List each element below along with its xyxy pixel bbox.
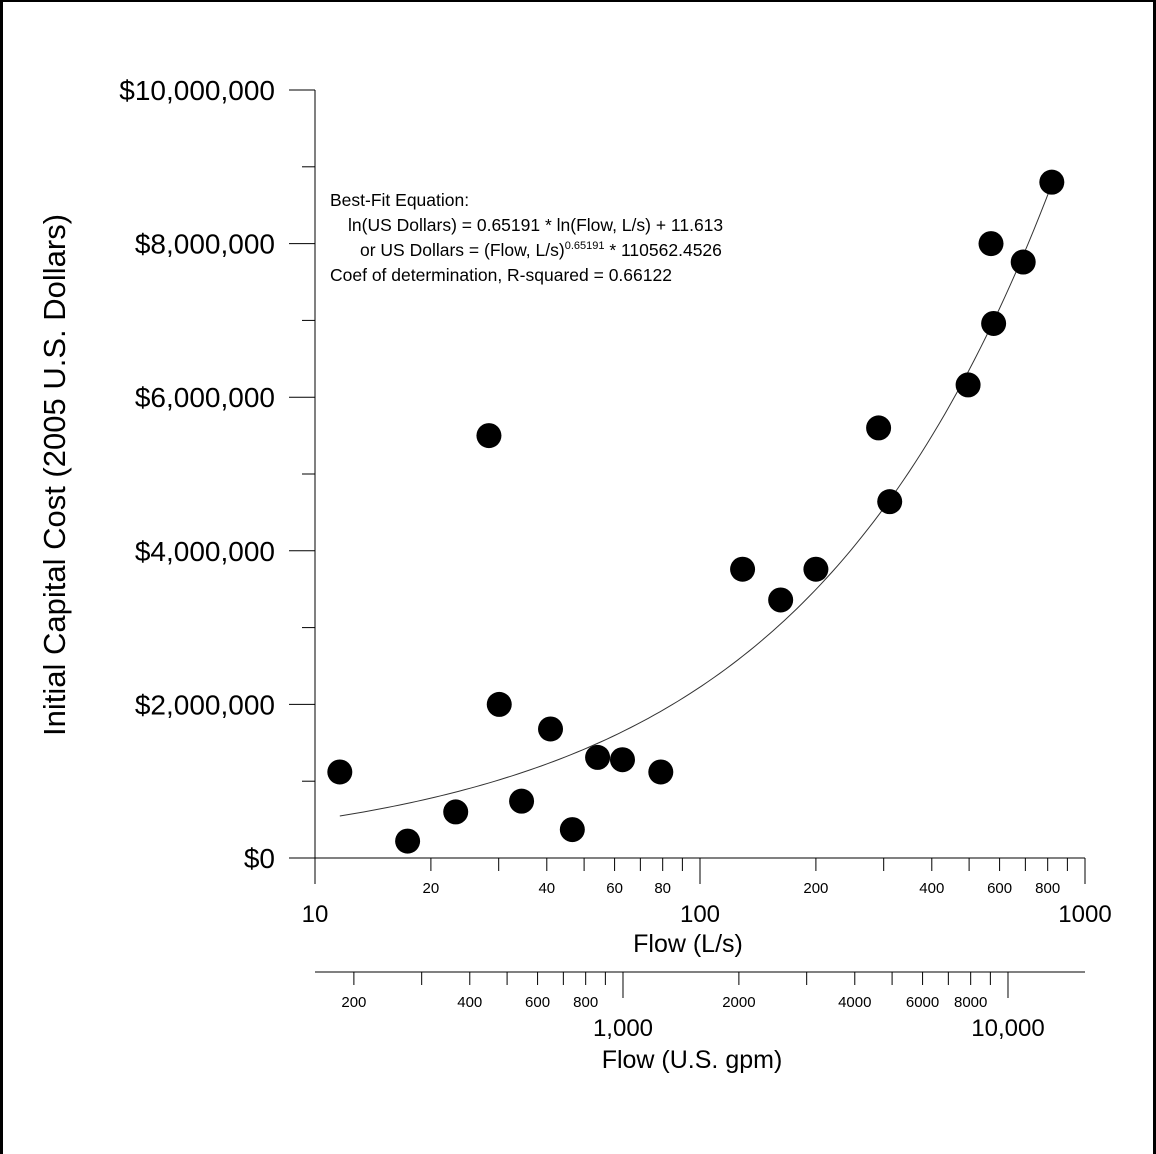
data-point	[327, 759, 353, 785]
data-point	[486, 691, 512, 717]
data-point	[1010, 249, 1036, 275]
data-point	[955, 372, 981, 398]
data-point	[443, 799, 469, 825]
y-tick-label: $4,000,000	[135, 536, 275, 567]
x2-minor-tick-label: 800	[573, 994, 598, 1011]
data-point	[978, 231, 1004, 257]
axes-group: $0 $2,000,000 $4,000,000 $6,000,000 $8,000,0…	[119, 75, 1111, 1042]
frame-border-right	[1153, 0, 1156, 1154]
data-point	[509, 788, 535, 814]
x-axis-label: Flow (L/s)	[633, 930, 743, 958]
y-tick-label: $0	[244, 843, 275, 874]
frame-border-left	[0, 0, 3, 1154]
data-point	[877, 489, 903, 515]
labels-group: Initial Capital Cost (2005 U.S. Dollars)…	[37, 214, 782, 1074]
y-axis-label: Initial Capital Cost (2005 U.S. Dollars)	[37, 214, 72, 736]
data-point	[981, 310, 1007, 336]
x2-minor-tick-label: 200	[341, 994, 366, 1011]
data-point	[803, 556, 829, 582]
data-point	[538, 716, 564, 742]
y-tick-label: $8,000,000	[135, 229, 275, 260]
x2-minor-tick-label: 4000	[838, 994, 871, 1011]
x-major-tick-label: 100	[680, 901, 720, 928]
x-major-tick-label: 1000	[1058, 901, 1111, 928]
frame-border-top	[0, 0, 1156, 2]
x-minor-tick-label: 40	[538, 880, 555, 897]
data-point	[730, 556, 756, 582]
y-tick-label: $6,000,000	[135, 382, 275, 413]
data-point	[559, 817, 585, 843]
data-point	[585, 744, 611, 770]
data-point	[1039, 169, 1065, 195]
x-minor-tick-label: 60	[606, 880, 623, 897]
data-point	[648, 759, 674, 785]
fit-curve	[339, 184, 1053, 817]
annotation-line-1: Best-Fit Equation:	[330, 190, 469, 210]
annotation-line-3-base: or US Dollars = (Flow, L/s)	[360, 240, 565, 260]
x-minor-tick-label: 800	[1035, 880, 1060, 897]
data-point	[395, 828, 421, 854]
x2-minor-tick-label: 6000	[906, 994, 939, 1011]
x-minor-tick-label: 80	[654, 880, 671, 897]
x2-minor-tick-label: 2000	[722, 994, 755, 1011]
x2-major-tick-label: 10,000	[971, 1015, 1044, 1042]
x2-minor-tick-label: 8000	[954, 994, 987, 1011]
x-major-tick-label: 10	[302, 901, 329, 928]
data-point	[609, 747, 635, 773]
x2-minor-tick-label: 400	[457, 994, 482, 1011]
annotation-line-2: ln(US Dollars) = 0.65191 * ln(Flow, L/s)…	[348, 215, 723, 235]
x2-major-tick-label: 1,000	[593, 1015, 653, 1042]
fit-equation-annotation: Best-Fit Equation: ln(US Dollars) = 0.65…	[330, 190, 723, 285]
annotation-line-3-coefficient: * 110562.4526	[604, 240, 721, 260]
points-group	[327, 169, 1065, 854]
y-tick-label: $2,000,000	[135, 689, 275, 720]
x-minor-tick-label: 600	[987, 880, 1012, 897]
x-minor-tick-label: 20	[423, 880, 440, 897]
annotation-line-4: Coef of determination, R-squared = 0.661…	[330, 265, 672, 285]
annotation-line-3: or US Dollars = (Flow, L/s)0.65191 * 110…	[360, 240, 722, 260]
x2-axis-label: Flow (U.S. gpm)	[602, 1046, 783, 1074]
x-minor-tick-label: 200	[803, 880, 828, 897]
data-point	[476, 423, 502, 449]
x-minor-tick-label: 400	[919, 880, 944, 897]
y-tick-label: $10,000,000	[119, 75, 275, 106]
x2-minor-tick-label: 600	[525, 994, 550, 1011]
fit-curve-group	[339, 184, 1053, 817]
data-point	[768, 587, 794, 613]
data-point	[866, 415, 892, 441]
annotation-line-3-exponent: 0.65191	[565, 240, 605, 252]
